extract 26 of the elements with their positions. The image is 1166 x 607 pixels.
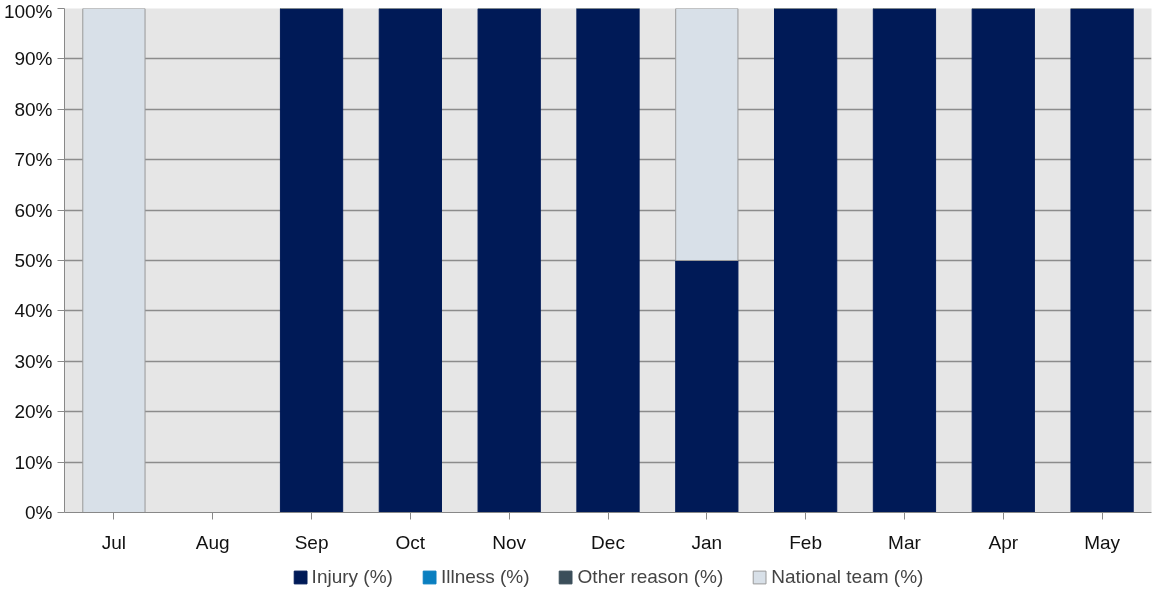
x-tick-label: Jul (101, 531, 127, 553)
y-tick-label: 100% (3, 0, 53, 22)
legend-label: Other reason (%) (577, 566, 724, 588)
x-tick-label: Dec (591, 531, 625, 553)
x-tick-label: Feb (789, 531, 823, 553)
x-tick-label: Apr (988, 531, 1019, 553)
legend-label: National team (%) (771, 566, 924, 588)
y-tick-label: 40% (14, 300, 53, 322)
y-tick-label: 70% (14, 149, 53, 171)
y-tick-label: 0% (25, 502, 53, 523)
y-tick-label: 10% (14, 451, 53, 473)
y-tick-label: 30% (14, 350, 53, 372)
legend-label: Illness (%) (440, 566, 530, 588)
x-tick-label: Mar (888, 531, 922, 553)
x-tick-label: Nov (492, 531, 527, 553)
y-tick-label: 80% (14, 98, 53, 120)
y-tick-label: 60% (14, 199, 53, 221)
x-tick-label: Jan (691, 531, 723, 553)
y-tick-label: 20% (14, 401, 53, 423)
x-tick-label: May (1084, 531, 1121, 553)
x-tick-label: Oct (395, 531, 426, 553)
legend-label: Injury (%) (311, 566, 393, 588)
y-tick-label: 50% (14, 250, 53, 271)
x-tick-label: Aug (195, 531, 230, 553)
y-tick-label: 90% (14, 48, 53, 70)
x-tick-label: Sep (294, 531, 329, 553)
